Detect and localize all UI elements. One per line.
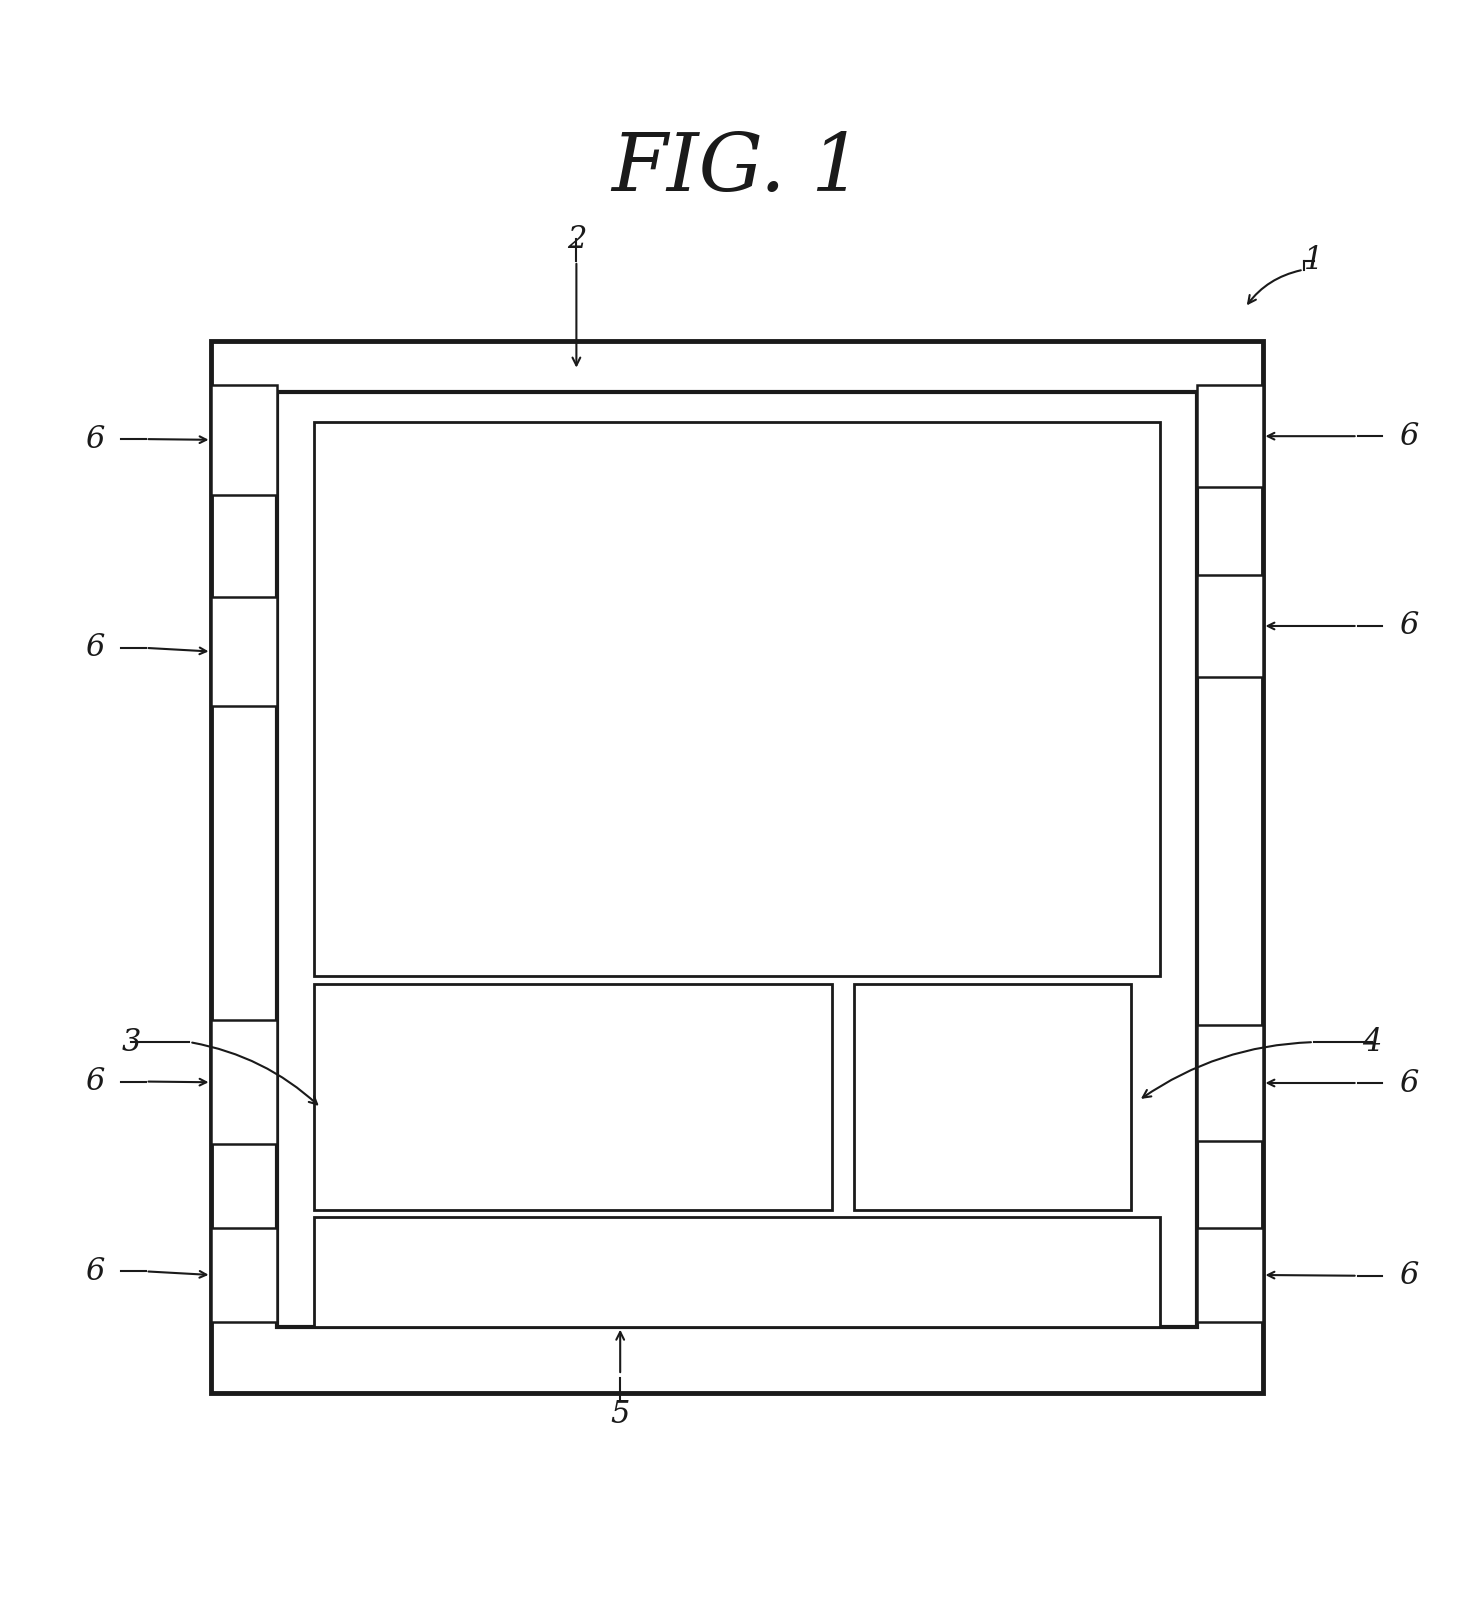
Bar <box>314 983 831 1210</box>
Text: 6: 6 <box>85 1256 105 1287</box>
Text: 6: 6 <box>1399 420 1418 451</box>
Bar <box>1197 1025 1263 1142</box>
Text: 6: 6 <box>1399 611 1418 642</box>
Text: 4: 4 <box>1362 1027 1381 1058</box>
Bar <box>211 1020 277 1145</box>
Bar <box>314 1218 1160 1328</box>
Text: 6: 6 <box>85 424 105 454</box>
Bar <box>1197 1227 1263 1323</box>
Bar <box>211 597 277 707</box>
Bar <box>211 1227 277 1323</box>
Text: 3: 3 <box>121 1027 140 1058</box>
Bar <box>1197 385 1263 487</box>
Text: 6: 6 <box>85 632 105 663</box>
Text: 6: 6 <box>85 1066 105 1096</box>
Text: 6: 6 <box>1399 1067 1418 1098</box>
Bar <box>211 385 277 495</box>
Text: 2: 2 <box>566 223 587 254</box>
Text: 1: 1 <box>1304 246 1324 277</box>
Bar <box>853 983 1131 1210</box>
Text: FIG. 1: FIG. 1 <box>612 129 862 207</box>
Bar <box>211 341 1263 1392</box>
Bar <box>314 422 1160 977</box>
Text: 6: 6 <box>1399 1260 1418 1292</box>
Text: 5: 5 <box>610 1399 629 1429</box>
Bar <box>277 393 1197 1328</box>
Bar <box>1197 576 1263 678</box>
